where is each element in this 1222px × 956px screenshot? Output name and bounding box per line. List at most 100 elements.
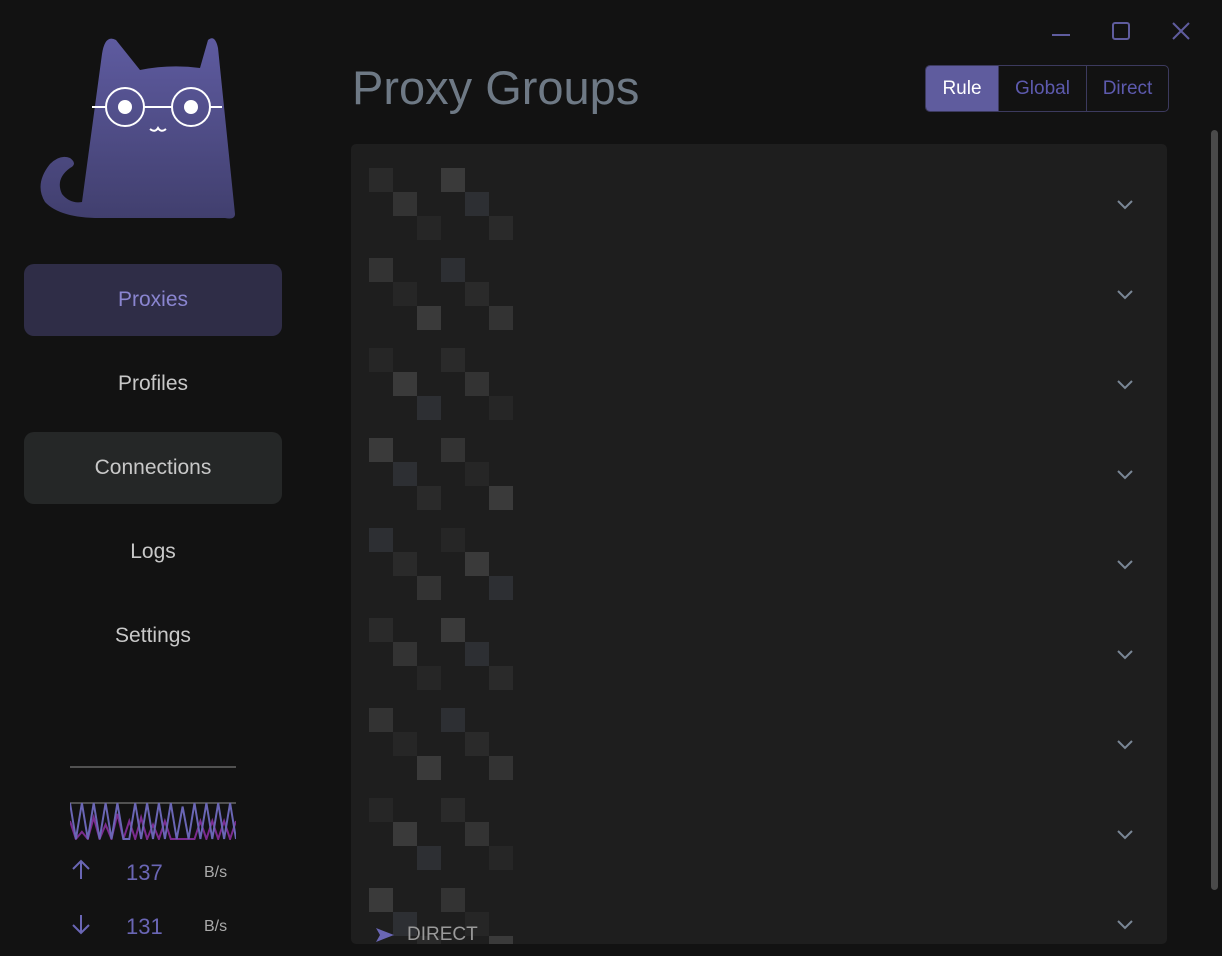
redacted-block [369, 258, 393, 282]
redacted-block [441, 618, 465, 642]
chevron-down-icon[interactable] [1115, 558, 1135, 572]
proxy-mode-switch: Rule Global Direct [925, 65, 1169, 112]
sidebar-item-label: Settings [115, 624, 191, 647]
redacted-block [417, 396, 441, 420]
redacted-block [441, 258, 465, 282]
redacted-block [489, 666, 513, 690]
arrow-up-icon [70, 859, 100, 887]
redacted-block [369, 798, 393, 822]
upload-unit: B/s [204, 864, 228, 881]
scrollbar[interactable] [1211, 130, 1218, 890]
proxy-groups-list: DIRECT [351, 144, 1167, 944]
redacted-block [465, 822, 489, 846]
redacted-block [417, 306, 441, 330]
redacted-block [417, 756, 441, 780]
mode-rule-button[interactable]: Rule [926, 66, 998, 111]
upload-value: 137 [126, 860, 163, 885]
redacted-block [393, 462, 417, 486]
traffic-graph [70, 766, 236, 840]
minimize-button[interactable] [1046, 16, 1076, 46]
send-icon [376, 928, 394, 942]
chevron-down-icon[interactable] [1115, 738, 1135, 752]
redacted-block [465, 372, 489, 396]
sidebar-item-proxies[interactable]: Proxies [24, 264, 282, 336]
redacted-block [489, 306, 513, 330]
sidebar-item-profiles[interactable]: Profiles [24, 348, 282, 420]
redacted-block [489, 576, 513, 600]
redacted-block [441, 348, 465, 372]
redacted-block [489, 936, 513, 944]
proxy-group-row[interactable] [351, 156, 1167, 246]
redacted-block [369, 618, 393, 642]
sidebar-item-settings[interactable]: Settings [24, 600, 282, 672]
redacted-block [465, 192, 489, 216]
redacted-block [489, 216, 513, 240]
redacted-block [465, 282, 489, 306]
upload-series-line [70, 802, 236, 840]
mode-global-button[interactable]: Global [998, 66, 1086, 111]
proxy-group-row[interactable] [351, 426, 1167, 516]
download-unit: B/s [204, 918, 228, 935]
close-button[interactable] [1166, 16, 1196, 46]
redacted-block [465, 732, 489, 756]
sidebar-item-label: Connections [94, 456, 212, 479]
chevron-down-icon[interactable] [1115, 198, 1135, 212]
redacted-block [393, 192, 417, 216]
arrow-down-icon [70, 913, 100, 941]
maximize-button[interactable] [1106, 16, 1136, 46]
redacted-block [417, 576, 441, 600]
minimize-icon [1052, 34, 1070, 36]
proxy-group-row[interactable] [351, 696, 1167, 786]
redacted-block [489, 756, 513, 780]
redacted-block [465, 552, 489, 576]
sidebar-item-label: Logs [130, 540, 176, 563]
redacted-block [441, 438, 465, 462]
redacted-block [417, 486, 441, 510]
redacted-block [369, 348, 393, 372]
redacted-block [465, 912, 489, 936]
redacted-block [369, 528, 393, 552]
sidebar-item-label: Proxies [117, 288, 189, 311]
selected-proxy: DIRECT [375, 924, 478, 944]
redacted-block [465, 462, 489, 486]
download-rate: 131 B/s [70, 912, 240, 942]
sidebar-item-label: Profiles [117, 372, 189, 395]
proxy-group-row[interactable] [351, 876, 1167, 944]
sidebar: Proxies Profiles Connections Logs Settings 1… [0, 0, 306, 956]
chevron-down-icon[interactable] [1115, 648, 1135, 662]
chevron-down-icon[interactable] [1115, 468, 1135, 482]
redacted-block [489, 486, 513, 510]
chevron-down-icon[interactable] [1115, 918, 1135, 932]
redacted-block [417, 936, 441, 944]
redacted-block [489, 396, 513, 420]
proxy-group-row[interactable] [351, 516, 1167, 606]
selected-proxy-name: DIRECT [407, 924, 478, 944]
redacted-block [393, 282, 417, 306]
cat-logo [40, 38, 235, 219]
redacted-block [369, 888, 393, 912]
redacted-block [393, 552, 417, 576]
redacted-block [369, 438, 393, 462]
proxy-group-row[interactable] [351, 606, 1167, 696]
chevron-down-icon[interactable] [1115, 828, 1135, 842]
mode-direct-button[interactable]: Direct [1086, 66, 1168, 111]
proxy-group-row[interactable] [351, 786, 1167, 876]
sidebar-item-connections[interactable]: Connections [24, 432, 282, 504]
redacted-block [417, 216, 441, 240]
redacted-block [489, 846, 513, 870]
close-icon [1172, 22, 1190, 40]
redacted-block [465, 642, 489, 666]
redacted-block [417, 846, 441, 870]
page-title: Proxy Groups [352, 61, 640, 114]
chevron-down-icon[interactable] [1115, 378, 1135, 392]
redacted-block [441, 798, 465, 822]
redacted-block [393, 732, 417, 756]
redacted-block [393, 912, 417, 936]
sidebar-item-logs[interactable]: Logs [24, 516, 282, 588]
redacted-block [441, 168, 465, 192]
chevron-down-icon[interactable] [1115, 288, 1135, 302]
maximize-icon [1112, 22, 1130, 40]
proxy-group-row[interactable] [351, 336, 1167, 426]
proxy-group-row[interactable] [351, 246, 1167, 336]
redacted-block [369, 168, 393, 192]
